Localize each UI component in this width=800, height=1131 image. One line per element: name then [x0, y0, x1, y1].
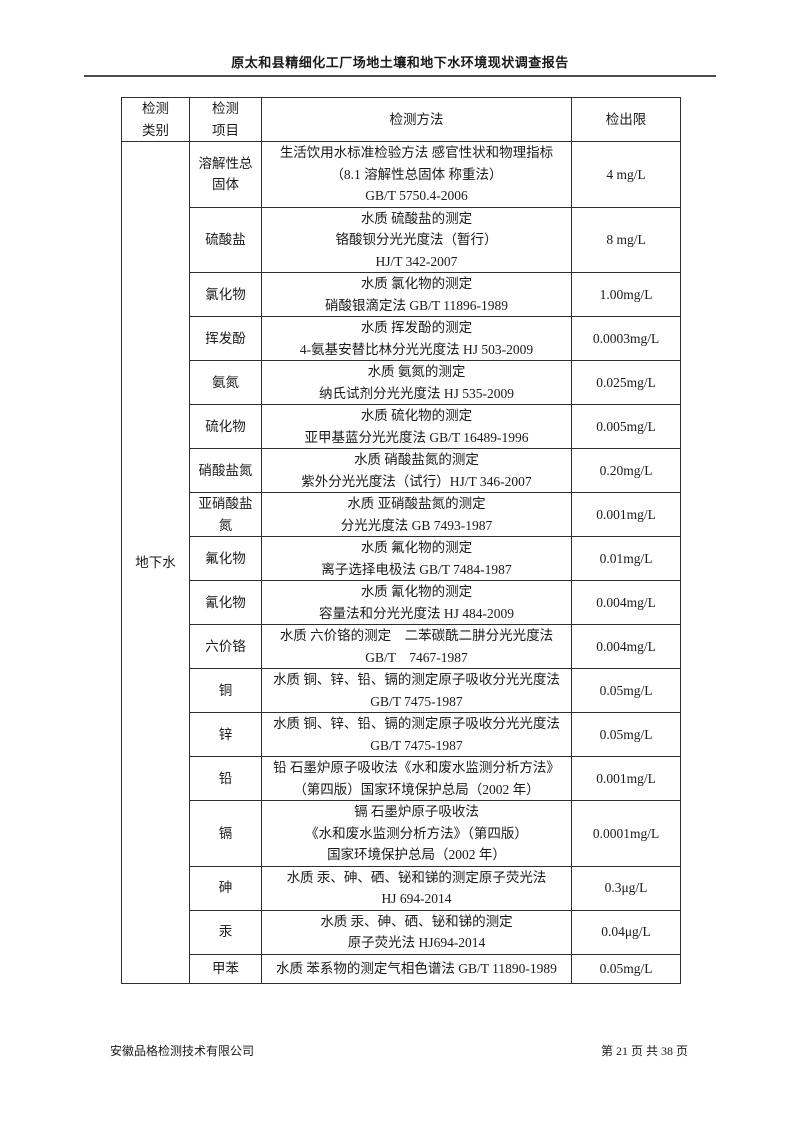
cell-item: 铜 [189, 668, 262, 713]
cell-limit: 0.0003mg/L [571, 316, 681, 361]
table-row: 六价铬 水质 六价铬的测定 二苯碳酰二肼分光光度法 GB/T 7467-1987… [122, 624, 681, 669]
table-row: 硝酸盐氮 水质 硝酸盐氮的测定 紫外分光光度法（试行）HJ/T 346-2007… [122, 448, 681, 493]
cell-method: 生活饮用水标准检验方法 感官性状和物理指标 （8.1 溶解性总固体 称重法） G… [261, 141, 572, 208]
cell-limit: 0.05mg/L [571, 953, 681, 984]
cell-limit: 0.20mg/L [571, 448, 681, 493]
table-row: 氰化物 水质 氰化物的测定 容量法和分光光度法 HJ 484-2009 0.00… [122, 580, 681, 625]
cell-item: 氟化物 [189, 536, 262, 581]
cell-limit: 0.05mg/L [571, 712, 681, 757]
cell-limit: 0.01mg/L [571, 536, 681, 581]
table-header-row: 检测 类别 检测 项目 检测方法 检出限 [121, 97, 681, 142]
footer-company: 安徽品格检测技术有限公司 [110, 1044, 255, 1058]
cell-item: 砷 [189, 865, 262, 911]
table-row: 地下水 溶解性总 固体 生活饮用水标准检验方法 感官性状和物理指标 （8.1 溶… [121, 141, 681, 984]
table-row: 甲苯 水质 苯系物的测定气相色谱法 GB/T 11890-1989 0.05mg… [122, 953, 681, 984]
cell-limit: 0.025mg/L [571, 360, 681, 405]
cell-method: 水质 六价铬的测定 二苯碳酰二肼分光光度法 GB/T 7467-1987 [261, 624, 572, 669]
page-title: 原太和县精细化工厂场地土壤和地下水环境现状调查报告 [231, 55, 569, 70]
cell-limit: 1.00mg/L [571, 272, 681, 317]
cell-item: 挥发酚 [189, 316, 262, 361]
table-row: 挥发酚 水质 挥发酚的测定 4-氨基安替比林分光光度法 HJ 503-2009 … [122, 316, 681, 361]
table-row: 亚硝酸盐 氮 水质 亚硝酸盐氮的测定 分光光度法 GB 7493-1987 0.… [122, 492, 681, 537]
cell-item: 锌 [189, 712, 262, 757]
col-header-limit: 检出限 [571, 97, 681, 142]
cell-method: 水质 汞、砷、硒、铋和锑的测定 原子荧光法 HJ694-2014 [261, 909, 572, 955]
table-row: 锌 水质 铜、锌、铅、镉的测定原子吸收分光光度法 GB/T 7475-1987 … [122, 712, 681, 757]
category-cell: 地下水 [121, 141, 190, 984]
cell-method: 水质 氨氮的测定 纳氏试剂分光光度法 HJ 535-2009 [261, 360, 572, 405]
table-row: 铜 水质 铜、锌、铅、镉的测定原子吸收分光光度法 GB/T 7475-1987 … [122, 668, 681, 713]
cell-method: 水质 氰化物的测定 容量法和分光光度法 HJ 484-2009 [261, 580, 572, 625]
table-row: 氯化物 水质 氯化物的测定 硝酸银滴定法 GB/T 11896-1989 1.0… [122, 272, 681, 317]
cell-method: 水质 硫化物的测定 亚甲基蓝分光光度法 GB/T 16489-1996 [261, 404, 572, 449]
cell-method: 水质 亚硝酸盐氮的测定 分光光度法 GB 7493-1987 [261, 492, 572, 537]
title-divider [84, 75, 716, 77]
cell-item: 氯化物 [189, 272, 262, 317]
col-header-category: 检测 类别 [121, 97, 190, 142]
table-row: 铅 铅 石墨炉原子吸收法《水和废水监测分析方法》 （第四版）国家环境保护总局（2… [122, 756, 681, 801]
table-row: 汞 水质 汞、砷、硒、铋和锑的测定 原子荧光法 HJ694-2014 0.04μ… [122, 909, 681, 955]
table-row: 硫酸盐 水质 硫酸盐的测定 铬酸钡分光光度法（暂行） HJ/T 342-2007… [122, 206, 681, 273]
cell-limit: 4 mg/L [571, 141, 681, 208]
cell-item: 六价铬 [189, 624, 262, 669]
cell-method: 水质 硫酸盐的测定 铬酸钡分光光度法（暂行） HJ/T 342-2007 [261, 206, 572, 273]
col-header-item: 检测 项目 [189, 97, 262, 142]
cell-item: 硝酸盐氮 [189, 448, 262, 493]
cell-limit: 0.001mg/L [571, 756, 681, 801]
cell-limit: 0.004mg/L [571, 580, 681, 625]
cell-method: 水质 苯系物的测定气相色谱法 GB/T 11890-1989 [261, 953, 572, 984]
cell-item: 铅 [189, 756, 262, 801]
table-row: 氟化物 水质 氟化物的测定 离子选择电极法 GB/T 7484-1987 0.0… [122, 536, 681, 581]
detection-method-table: 检测 类别 检测 项目 检测方法 检出限 地下水 溶解性总 固体 生活饮用水标准… [121, 97, 681, 984]
cell-method: 水质 氯化物的测定 硝酸银滴定法 GB/T 11896-1989 [261, 272, 572, 317]
cell-method: 水质 汞、砷、硒、铋和锑的测定原子荧光法 HJ 694-2014 [261, 865, 572, 911]
table-row: 硫化物 水质 硫化物的测定 亚甲基蓝分光光度法 GB/T 16489-1996 … [122, 404, 681, 449]
cell-item: 溶解性总 固体 [189, 141, 262, 208]
cell-item: 甲苯 [189, 953, 262, 984]
cell-method: 水质 铜、锌、铅、镉的测定原子吸收分光光度法 GB/T 7475-1987 [261, 668, 572, 713]
cell-limit: 0.04μg/L [571, 909, 681, 955]
cell-item: 氨氮 [189, 360, 262, 405]
cell-item: 硫酸盐 [189, 206, 262, 273]
cell-method: 镉 石墨炉原子吸收法 《水和废水监测分析方法》（第四版） 国家环境保护总局（20… [261, 800, 572, 867]
cell-method: 水质 挥发酚的测定 4-氨基安替比林分光光度法 HJ 503-2009 [261, 316, 572, 361]
col-header-method: 检测方法 [261, 97, 572, 142]
cell-method: 水质 硝酸盐氮的测定 紫外分光光度法（试行）HJ/T 346-2007 [261, 448, 572, 493]
table-row: 氨氮 水质 氨氮的测定 纳氏试剂分光光度法 HJ 535-2009 0.025m… [122, 360, 681, 405]
cell-method: 水质 铜、锌、铅、镉的测定原子吸收分光光度法 GB/T 7475-1987 [261, 712, 572, 757]
cell-limit: 0.3μg/L [571, 865, 681, 911]
cell-limit: 0.005mg/L [571, 404, 681, 449]
footer-page-number: 第 21 页 共 38 页 [600, 1044, 688, 1058]
cell-limit: 0.001mg/L [571, 492, 681, 537]
cell-item: 硫化物 [189, 404, 262, 449]
cell-limit: 0.004mg/L [571, 624, 681, 669]
cell-item: 镉 [189, 800, 262, 867]
table-row: 镉 镉 石墨炉原子吸收法 《水和废水监测分析方法》（第四版） 国家环境保护总局（… [122, 800, 681, 867]
cell-limit: 0.05mg/L [571, 668, 681, 713]
cell-method: 水质 氟化物的测定 离子选择电极法 GB/T 7484-1987 [261, 536, 572, 581]
cell-item: 汞 [189, 909, 262, 955]
cell-item: 氰化物 [189, 580, 262, 625]
table-row: 砷 水质 汞、砷、硒、铋和锑的测定原子荧光法 HJ 694-2014 0.3μg… [122, 865, 681, 911]
cell-limit: 0.0001mg/L [571, 800, 681, 867]
cell-limit: 8 mg/L [571, 206, 681, 273]
cell-item: 亚硝酸盐 氮 [189, 492, 262, 537]
cell-method: 铅 石墨炉原子吸收法《水和废水监测分析方法》 （第四版）国家环境保护总局（200… [261, 756, 572, 801]
